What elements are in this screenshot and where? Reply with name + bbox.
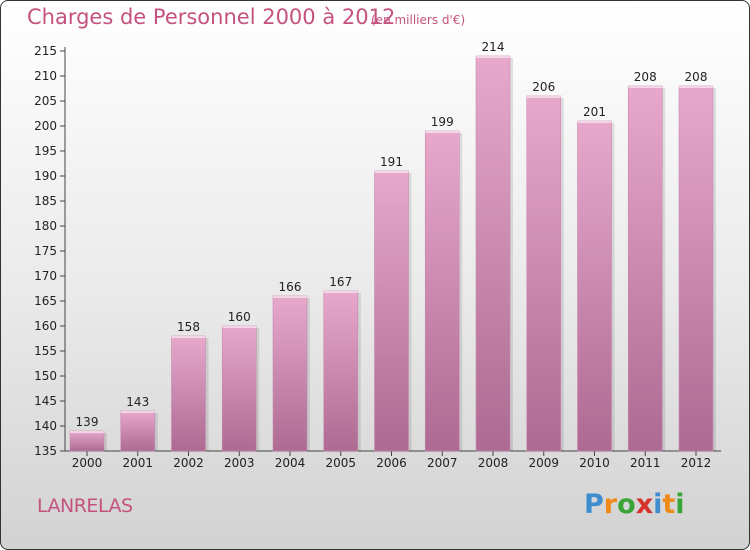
data-label: 214 (482, 40, 505, 54)
data-label: 167 (329, 275, 352, 289)
x-tick-label: 2006 (376, 456, 407, 470)
chart-title: Charges de Personnel 2000 à 2012 (27, 5, 396, 29)
data-label: 166 (279, 280, 302, 294)
data-label: 208 (634, 70, 657, 84)
x-tick-label: 2010 (579, 456, 610, 470)
x-tick-label: 2000 (72, 456, 103, 470)
data-label: 143 (126, 395, 149, 409)
x-tick-label: 2001 (122, 456, 153, 470)
bar-highlight (70, 431, 104, 433)
y-tick-label: 155 (34, 344, 57, 358)
proxiti-logo[interactable]: Proxiti (584, 489, 685, 520)
y-tick-label: 195 (34, 144, 57, 158)
data-label: 160 (228, 310, 251, 324)
data-label: 201 (583, 105, 606, 119)
bar-2003 (221, 325, 257, 452)
bar-2004 (272, 295, 308, 452)
y-tick-label: 215 (34, 44, 57, 58)
bar-2001 (120, 410, 156, 452)
y-tick-label: 200 (34, 119, 57, 133)
bar-highlight (120, 411, 155, 413)
y-tick-label: 135 (34, 444, 57, 458)
x-tick-label: 2003 (224, 456, 255, 470)
bar-highlight (577, 121, 612, 123)
data-label: 199 (431, 115, 454, 129)
y-tick-label: 165 (34, 294, 57, 308)
y-tick-label: 175 (34, 244, 57, 258)
bar-highlight (476, 56, 510, 58)
data-label: 139 (76, 415, 99, 429)
y-tick-label: 190 (34, 169, 57, 183)
bar-highlight (323, 291, 358, 293)
commune-name: LANRELAS (37, 495, 133, 517)
y-tick-label: 170 (34, 269, 57, 283)
bar-2005 (323, 290, 359, 452)
y-tick-label: 210 (34, 69, 57, 83)
y-tick-label: 205 (34, 94, 57, 108)
y-tick-label: 145 (34, 394, 57, 408)
x-tick-label: 2004 (275, 456, 306, 470)
bar-highlight (273, 296, 307, 298)
y-tick-label: 180 (34, 219, 57, 233)
data-label: 191 (380, 155, 403, 169)
bar-2002 (171, 335, 206, 452)
bar-highlight (374, 171, 409, 173)
x-tick-label: 2009 (528, 456, 559, 470)
bar-2012 (678, 85, 714, 452)
x-tick-label: 2012 (681, 456, 712, 470)
bar-highlight (171, 336, 206, 338)
bar-2006 (374, 170, 409, 452)
bar-highlight (628, 86, 663, 88)
bar-2009 (526, 95, 562, 452)
y-tick-label: 160 (34, 319, 57, 333)
x-tick-label: 2008 (478, 456, 509, 470)
bar-highlight (679, 86, 713, 88)
y-tick-label: 185 (34, 194, 57, 208)
bar-2007 (424, 130, 460, 452)
bar-2011 (627, 85, 663, 452)
bar-2000 (69, 430, 105, 452)
x-tick-label: 2011 (630, 456, 661, 470)
data-label: 206 (532, 80, 555, 94)
x-tick-label: 2005 (325, 456, 356, 470)
y-tick-label: 150 (34, 369, 57, 383)
bar-highlight (425, 131, 460, 133)
x-tick-label: 2002 (173, 456, 204, 470)
bar-2008 (475, 55, 511, 452)
x-tick-label: 2007 (427, 456, 458, 470)
data-label: 208 (685, 70, 708, 84)
data-label: 158 (177, 320, 200, 334)
bar-highlight (222, 326, 257, 328)
bar-highlight (526, 96, 561, 98)
chart-subtitle: (en milliers d'€) (371, 13, 466, 27)
y-tick-label: 140 (34, 419, 57, 433)
bar-2010 (577, 120, 612, 452)
